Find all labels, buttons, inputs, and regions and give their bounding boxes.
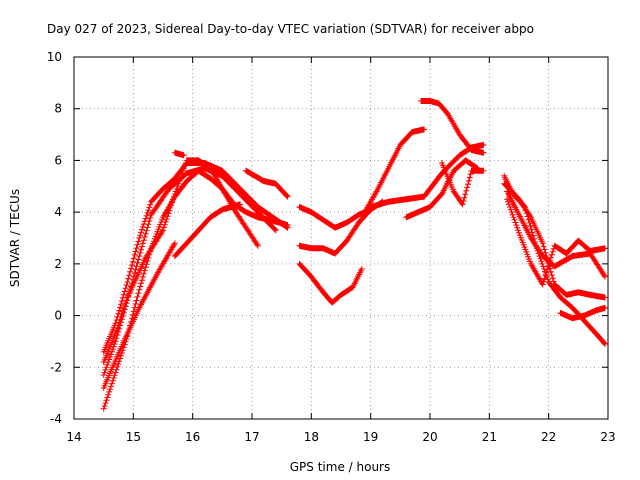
x-tick-label: 18 (304, 430, 319, 444)
series-s10 (296, 206, 374, 257)
x-tick-label: 15 (126, 430, 141, 444)
x-tick-label: 16 (185, 430, 200, 444)
x-tick-label: 19 (363, 430, 378, 444)
y-tick-label: 0 (54, 309, 62, 323)
series-s20 (504, 196, 608, 288)
axis-ticks: 14 15 16 17 18 19 20 21 22 23 -4 -2 0 2 4 6 8 10 (47, 50, 616, 444)
plot-border (73, 56, 609, 420)
series-s11 (296, 260, 365, 306)
series-s5 (100, 240, 178, 391)
series-s21 (557, 304, 608, 322)
series-s15 (403, 157, 481, 221)
y-axis-label: SDTVAR / TECUs (8, 189, 22, 287)
x-tick-label: 17 (244, 430, 259, 444)
x-axis-label: GPS time / hours (290, 460, 391, 474)
data-points (100, 98, 608, 412)
x-tick-label: 14 (66, 430, 81, 444)
x-tick-label: 22 (541, 430, 556, 444)
chart-title: Day 027 of 2023, Sidereal Day-to-day VTE… (47, 22, 534, 36)
x-tick-label: 23 (600, 430, 615, 444)
y-tick-label: -2 (50, 360, 62, 374)
x-tick-label: 21 (482, 430, 497, 444)
series-s16 (438, 160, 487, 208)
y-tick-label: 6 (54, 153, 62, 167)
y-tick-label: -4 (50, 412, 62, 426)
series-s8 (243, 167, 291, 200)
y-tick-label: 4 (54, 205, 62, 219)
y-tick-label: 8 (54, 102, 62, 116)
series-s6 (171, 201, 244, 260)
y-tick-label: 10 (47, 50, 62, 64)
y-tick-label: 2 (54, 257, 62, 271)
series-s7 (171, 149, 187, 159)
x-tick-label: 20 (422, 430, 437, 444)
series-s12 (361, 126, 428, 216)
series-s4 (100, 157, 261, 366)
